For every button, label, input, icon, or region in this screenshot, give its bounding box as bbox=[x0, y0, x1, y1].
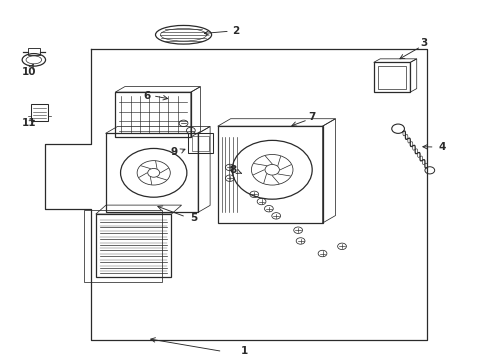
Text: 5: 5 bbox=[189, 213, 197, 222]
Bar bbox=[28, 48, 40, 55]
Bar bbox=[115, 92, 190, 137]
Bar bbox=[83, 211, 161, 282]
Bar bbox=[217, 126, 322, 223]
Bar bbox=[96, 214, 171, 277]
Text: 1: 1 bbox=[241, 346, 247, 356]
Bar bbox=[191, 136, 209, 150]
Text: 4: 4 bbox=[438, 142, 445, 152]
Text: 6: 6 bbox=[143, 91, 151, 101]
Text: 8: 8 bbox=[228, 165, 236, 175]
Text: 7: 7 bbox=[307, 112, 315, 122]
Text: 10: 10 bbox=[21, 67, 36, 77]
Bar bbox=[31, 104, 48, 121]
Bar bbox=[188, 134, 212, 153]
Bar bbox=[105, 134, 198, 212]
Bar bbox=[377, 66, 405, 89]
Text: 9: 9 bbox=[170, 147, 177, 157]
Text: 3: 3 bbox=[419, 38, 426, 48]
Text: 11: 11 bbox=[21, 118, 36, 128]
Bar bbox=[373, 62, 409, 92]
Text: 2: 2 bbox=[232, 26, 239, 36]
